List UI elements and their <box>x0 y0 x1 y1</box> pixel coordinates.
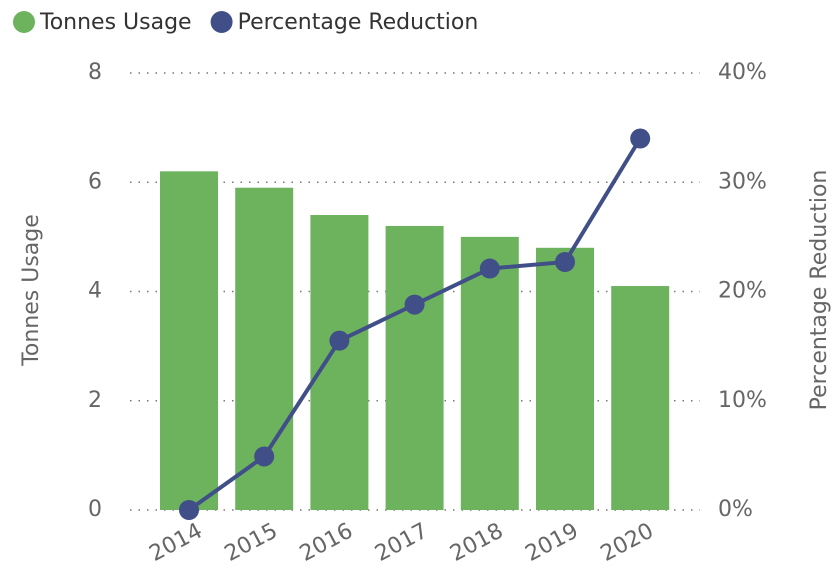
y-tick-label: 2 <box>88 388 102 413</box>
x-tick-label: 2017 <box>371 519 432 567</box>
y-tick-label: 6 <box>88 169 102 194</box>
line-point <box>179 500 199 520</box>
line-point <box>555 252 575 273</box>
bar <box>160 171 218 510</box>
x-tick-label: 2020 <box>597 519 658 567</box>
y-tick-label: 8 <box>88 60 102 85</box>
bar <box>611 286 670 510</box>
line-point <box>404 294 425 315</box>
bar <box>310 215 369 510</box>
line-point <box>479 258 500 279</box>
x-tick-label: 2015 <box>221 519 282 567</box>
line-point <box>254 446 275 467</box>
bar <box>385 225 444 510</box>
y-tick-label: 4 <box>88 279 102 304</box>
x-tick-label: 2018 <box>446 519 507 567</box>
legend-label: Percentage Reduction <box>238 10 479 35</box>
legend-marker <box>210 11 233 33</box>
y2-tick-label: 40% <box>718 60 767 85</box>
bar <box>536 247 594 511</box>
y2-tick-label: 20% <box>718 279 767 304</box>
line-point <box>630 128 651 149</box>
x-tick-label: 2016 <box>296 519 357 567</box>
y2-tick-label: 30% <box>718 169 767 194</box>
y-tick-label: 0 <box>88 497 102 522</box>
y2-tick-label: 10% <box>718 388 767 413</box>
x-tick-label: 2019 <box>521 519 582 567</box>
legend-marker <box>13 11 35 33</box>
y2-tick-label: 0% <box>718 497 753 522</box>
legend-label: Tonnes Usage <box>39 10 192 35</box>
line-point <box>329 330 350 351</box>
bar <box>460 236 519 510</box>
y-axis-title: Tonnes Usage <box>19 214 44 367</box>
x-tick-label: 2014 <box>145 519 206 567</box>
y2-axis-title: Percentage Reduction <box>807 170 832 411</box>
